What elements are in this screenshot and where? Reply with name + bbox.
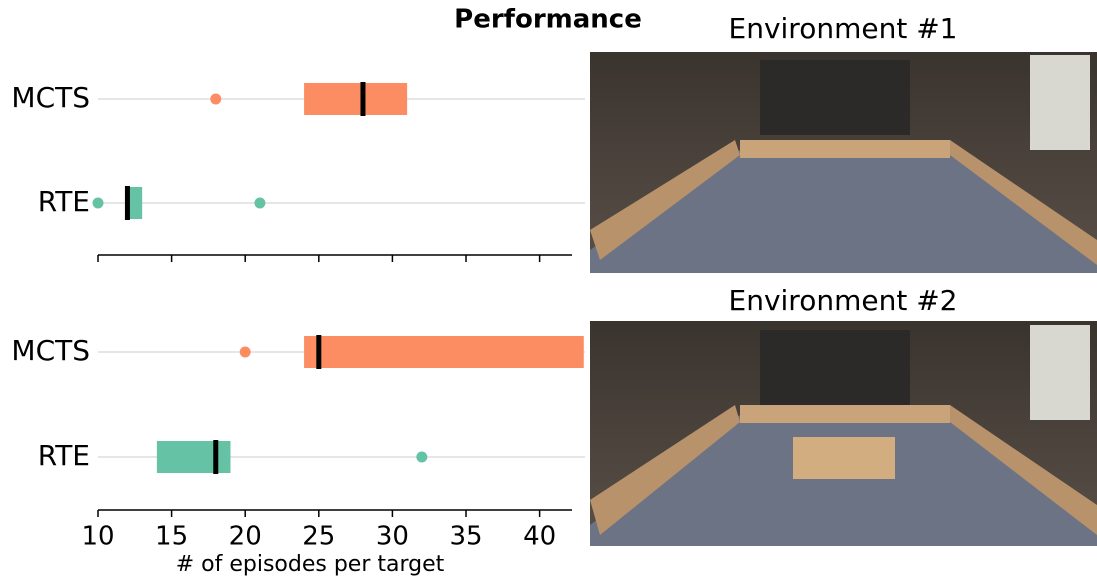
- category-label: MCTS: [11, 334, 90, 367]
- x-tick-label: 30: [376, 522, 409, 552]
- outlier: [239, 346, 251, 358]
- x-tick-label: 35: [449, 522, 482, 552]
- photo-1: [590, 52, 1097, 273]
- x-tick-label: 15: [155, 522, 188, 552]
- chart-title: Performance: [454, 5, 642, 35]
- box: [304, 336, 584, 368]
- outlier: [416, 451, 428, 463]
- x-tick-label: 20: [229, 522, 262, 552]
- box: [156, 441, 231, 473]
- image-title: Environment #1: [729, 12, 958, 45]
- category-label: RTE: [38, 439, 90, 472]
- outlier: [92, 197, 104, 209]
- x-tick-label: 25: [302, 522, 335, 552]
- x-tick-label: 40: [523, 522, 556, 552]
- outlier: [210, 93, 222, 105]
- image-title: Environment #2: [729, 284, 958, 317]
- box: [127, 187, 143, 219]
- x-axis-label: # of episodes per target: [176, 552, 445, 577]
- x-tick-label: 10: [81, 522, 114, 552]
- category-label: RTE: [38, 185, 90, 218]
- box: [304, 83, 408, 115]
- category-label: MCTS: [11, 81, 90, 114]
- photo-2: [590, 321, 1097, 546]
- outlier: [254, 197, 266, 209]
